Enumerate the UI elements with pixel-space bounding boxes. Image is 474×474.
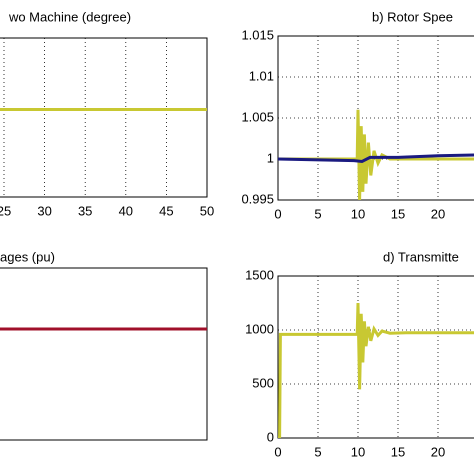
x-tick-label: 35 xyxy=(78,203,92,218)
x-tick-label: 15 xyxy=(391,206,405,221)
data-line xyxy=(278,302,474,438)
x-tick-label: 40 xyxy=(119,203,133,218)
chart-title: b) Rotor Spee xyxy=(372,9,453,24)
y-tick-label: 1000 xyxy=(245,321,274,336)
plot-lines xyxy=(278,109,474,200)
x-tick-label: 45 xyxy=(159,203,173,218)
x-tick-label: 50 xyxy=(200,203,214,218)
plot-lines xyxy=(278,302,474,438)
plot-area xyxy=(0,267,208,441)
plot-area xyxy=(277,275,474,439)
y-tick-label: 0.995 xyxy=(241,191,274,206)
y-tick-label: 1 xyxy=(267,150,274,165)
x-tick-label: 25 xyxy=(0,203,11,218)
x-tick-label: 5 xyxy=(314,444,321,459)
y-tick-label: 500 xyxy=(252,375,274,390)
y-tick-label: 1.01 xyxy=(249,68,274,83)
x-tick-label: 0 xyxy=(274,206,281,221)
y-tick-label: 1.005 xyxy=(241,109,274,124)
x-tick-label: 5 xyxy=(314,206,321,221)
x-tick-label: 0 xyxy=(274,444,281,459)
chart-title: ages (pu) xyxy=(0,249,55,264)
chart-title: d) Transmitte xyxy=(383,249,459,264)
x-tick-label: 20 xyxy=(431,206,445,221)
y-tick-label: 1500 xyxy=(245,267,274,282)
data-line xyxy=(278,153,474,163)
x-tick-label: 10 xyxy=(351,206,365,221)
x-tick-label: 10 xyxy=(351,444,365,459)
plot-area xyxy=(0,37,208,198)
x-tick-label: 20 xyxy=(431,444,445,459)
x-tick-label: 30 xyxy=(37,203,51,218)
plot-area xyxy=(277,35,474,201)
x-tick-label: 15 xyxy=(391,444,405,459)
chart-title: wo Machine (degree) xyxy=(8,9,131,24)
y-tick-label: 1.015 xyxy=(241,27,274,42)
y-tick-label: 0 xyxy=(267,429,274,444)
